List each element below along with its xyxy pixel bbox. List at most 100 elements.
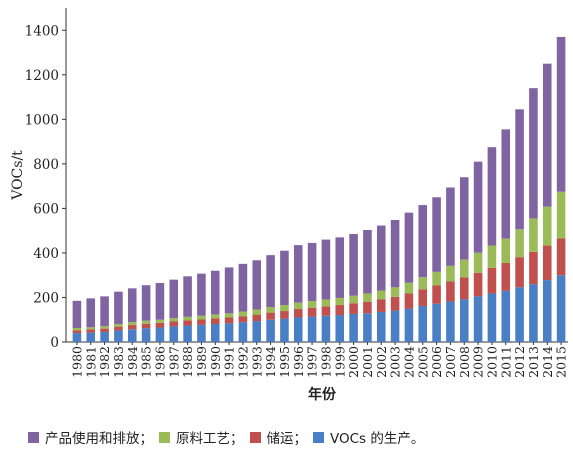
bar-segment-process-1980 [72,327,82,331]
bar-segment-production-2004 [404,308,414,342]
bar-segment-production-1994 [266,319,275,342]
bar-segment-production-1988 [183,325,192,342]
legend-swatch-product-use [28,431,39,443]
bar-segment-storage-1997 [307,307,317,317]
x-tick-label-1990: 1990 [208,346,223,378]
bar-segment-usage-1981 [86,298,96,328]
bar-segment-process-2000 [349,295,358,304]
bar-segment-usage-1991 [224,267,234,314]
bar-segment-production-2012 [515,287,524,342]
bar-segment-usage-1994 [266,255,275,308]
bar-segment-production-1980 [72,333,82,342]
bar-segment-production-1992 [238,322,248,342]
bar-segment-storage-1992 [238,316,248,323]
x-tick-label-1996: 1996 [291,346,306,378]
bar-segment-process-2004 [404,282,414,294]
legend-item-raw-process: 原料工艺； [159,427,244,447]
bar-segment-usage-2000 [349,234,358,296]
bar-segment-usage-1993 [252,260,262,310]
bar-segment-usage-1996 [293,245,303,303]
bar-segment-storage-2014 [542,245,552,281]
legend-label-raw-process: 原料工艺； [176,431,244,447]
bar-segment-storage-2009 [473,272,483,297]
bar-segment-usage-1986 [155,282,165,320]
bar-segment-process-1986 [155,319,165,323]
bar-segment-storage-2002 [376,299,386,312]
x-tick-labels: 1980198119821983198419851986198719881989… [69,346,568,378]
bar-segment-process-2011 [501,238,511,263]
bar-segment-production-2001 [363,313,372,342]
bar-segment-production-1996 [293,317,303,342]
bar-segment-usage-2014 [542,63,552,207]
bar-segment-production-2013 [529,284,538,342]
x-tick-label-1984: 1984 [125,346,140,378]
x-tick-label-2013: 2013 [526,346,541,378]
x-tick-label-1985: 1985 [139,346,154,378]
bar-segment-usage-2003 [390,219,400,288]
legend-label-vocs-production: VOCs 的生产。 [330,431,425,447]
y-tick-label: 600 [33,201,59,217]
bar-segment-usage-2009 [473,161,483,253]
bar-segment-production-1993 [252,321,262,342]
bar-segment-usage-1985 [141,285,151,321]
bar-segment-process-1989 [197,315,206,320]
bar-segment-process-2003 [390,287,400,297]
x-tick-label-2010: 2010 [484,346,499,378]
y-tick-label: 200 [33,290,59,306]
bar-segment-storage-1991 [224,317,234,324]
x-tick-label-1995: 1995 [277,346,292,378]
bar-segment-storage-2007 [446,281,455,302]
bar-segment-process-1988 [183,316,192,321]
x-tick-label-2012: 2012 [512,346,527,378]
x-tick-label-1980: 1980 [69,346,84,378]
bar-segment-production-1998 [321,315,331,342]
x-tick-label-2005: 2005 [415,346,430,378]
bar-segment-usage-1980 [72,300,82,328]
y-tick-label: 1400 [25,23,59,39]
bar-segment-usage-1984 [127,288,137,323]
bar-segment-storage-2004 [404,293,414,309]
x-tick-label-1989: 1989 [194,346,209,378]
bar-segment-process-1981 [86,327,96,330]
bar-segment-usage-2005 [418,205,428,278]
bar-segment-process-1998 [321,299,331,307]
bar-segment-storage-2006 [432,285,441,304]
bar-segment-storage-2011 [501,262,511,291]
x-tick-label-2004: 2004 [401,346,416,378]
bar-segment-process-2008 [459,259,469,278]
y-tick-labels: 0 200 400 600 800 1000 1200 1400 [25,23,59,351]
bar-segment-storage-1981 [86,329,96,333]
bar-segment-production-2015 [556,275,566,342]
bar-segment-storage-1998 [321,306,331,316]
bar-segment-process-2014 [542,206,552,246]
x-tick-label-1987: 1987 [166,346,181,378]
legend-label-storage-transport: 储运； [266,431,308,447]
bar-segment-production-2014 [542,280,552,342]
bar-segment-production-2008 [459,299,469,342]
x-tick-label-2006: 2006 [429,346,444,378]
bar-segment-production-2005 [418,305,428,342]
bar-segment-storage-1996 [293,309,303,318]
bar-segment-storage-1994 [266,312,275,320]
bar-segment-storage-1999 [335,305,345,316]
bar-segment-storage-2012 [515,257,524,288]
bar-segment-usage-1982 [100,296,109,327]
bar-segment-process-1994 [266,307,275,313]
bar-segment-usage-2010 [487,147,497,246]
bar-segment-usage-2011 [501,129,511,239]
bar-segment-usage-1983 [114,291,123,324]
bar-segment-storage-1984 [127,325,137,330]
x-tick-label-1981: 1981 [83,346,98,378]
bar-segment-usage-2015 [556,36,566,192]
bar-segment-storage-1986 [155,322,165,328]
bar-segment-process-2015 [556,191,566,239]
bar-segment-production-1991 [224,323,234,342]
bar-segment-process-2009 [473,252,483,273]
bar-segment-usage-1988 [183,276,192,317]
bar-segment-storage-1989 [197,319,206,325]
bar-segment-usage-2013 [529,88,538,219]
bar-segment-production-2009 [473,296,483,342]
bar-segment-process-2013 [529,218,538,252]
bar-segment-process-1995 [280,305,289,312]
